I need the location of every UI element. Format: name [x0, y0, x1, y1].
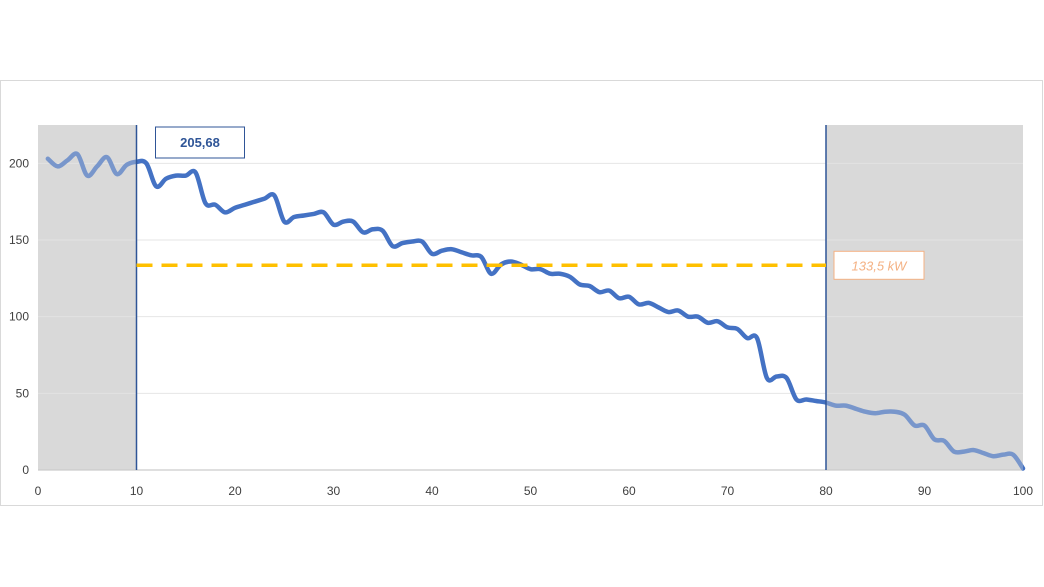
x-tick-label: 0: [35, 484, 42, 498]
x-tick-label: 70: [721, 484, 735, 498]
x-tick-label: 20: [228, 484, 242, 498]
y-tick-label: 150: [9, 233, 29, 247]
y-tick-label: 50: [16, 386, 30, 400]
x-tick-label: 100: [1013, 484, 1033, 498]
shaded-region-start: [38, 125, 137, 470]
average-label: 133,5 kW: [852, 258, 909, 273]
y-tick-label: 200: [9, 156, 29, 170]
charging-power-line: [45, 151, 1026, 471]
x-tick-label: 50: [524, 484, 538, 498]
shaded-region-end: [826, 125, 1023, 470]
x-tick-label: 60: [622, 484, 636, 498]
x-tick-label: 40: [425, 484, 439, 498]
shade-overlay-1: [826, 125, 1023, 470]
x-tick-label: 80: [819, 484, 833, 498]
x-tick-label: 10: [130, 484, 144, 498]
x-tick-label: 90: [918, 484, 932, 498]
peak-label: 205,68: [180, 135, 220, 150]
x-tick-label: 30: [327, 484, 341, 498]
peak-label-box: [155, 126, 245, 159]
shade-overlay-0: [38, 125, 137, 470]
y-tick-label: 0: [22, 463, 29, 477]
average-label-box: [833, 250, 925, 280]
y-tick-label: 100: [9, 310, 29, 324]
